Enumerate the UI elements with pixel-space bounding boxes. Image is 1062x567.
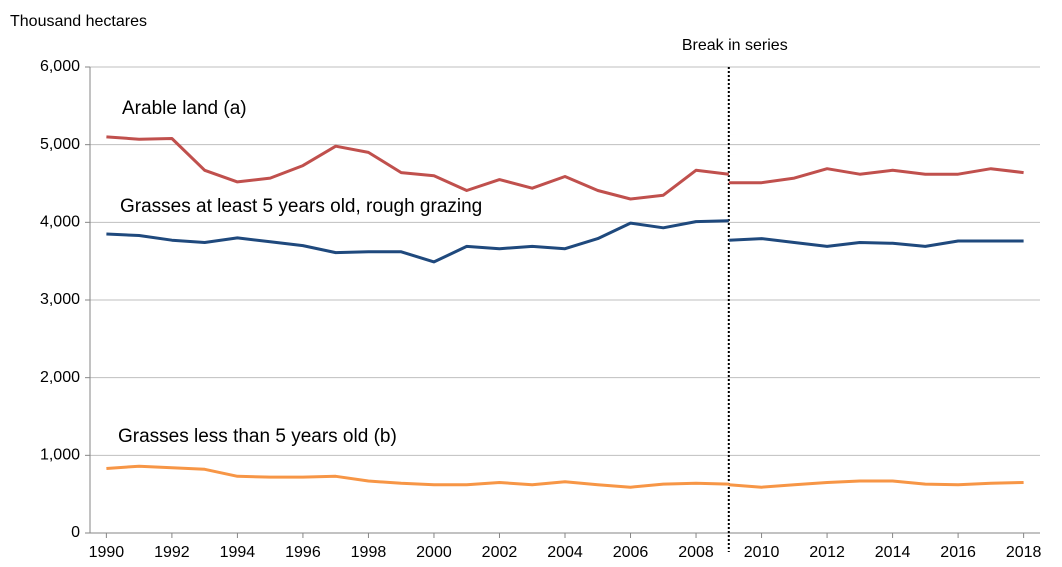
x-tick-label: 2006 — [613, 544, 649, 561]
x-tick-label: 2004 — [547, 544, 583, 561]
y-axis-label: Thousand hectares — [10, 13, 147, 30]
x-tick-label: 2018 — [1006, 544, 1042, 561]
y-tick-label: 4,000 — [40, 214, 80, 231]
x-tick-label: 2010 — [744, 544, 780, 561]
y-tick-label: 2,000 — [40, 369, 80, 386]
y-tick-label: 1,000 — [40, 447, 80, 464]
x-tick-label: 1998 — [351, 544, 387, 561]
series-line — [106, 219, 1024, 264]
x-tick-label: 1996 — [285, 544, 321, 561]
series-line — [106, 464, 1024, 489]
x-tick-label: 2016 — [940, 544, 976, 561]
x-tick-label: 2000 — [416, 544, 452, 561]
x-tick-label: 2008 — [678, 544, 714, 561]
x-tick-label: 2012 — [809, 544, 845, 561]
break-label: Break in series — [682, 37, 788, 54]
y-tick-label: 3,000 — [40, 291, 80, 308]
y-tick-label: 0 — [71, 524, 80, 541]
series-line — [106, 135, 1024, 201]
x-tick-label: 2002 — [482, 544, 518, 561]
x-tick-label: 1990 — [89, 544, 125, 561]
x-tick-label: 1992 — [154, 544, 190, 561]
series-label: Grasses at least 5 years old, rough graz… — [120, 196, 482, 217]
y-tick-label: 6,000 — [40, 58, 80, 75]
y-tick-label: 5,000 — [40, 136, 80, 153]
x-tick-label: 2014 — [875, 544, 911, 561]
x-tick-label: 1994 — [220, 544, 256, 561]
series-label: Grasses less than 5 years old (b) — [118, 426, 397, 447]
series-label: Arable land (a) — [122, 98, 247, 119]
